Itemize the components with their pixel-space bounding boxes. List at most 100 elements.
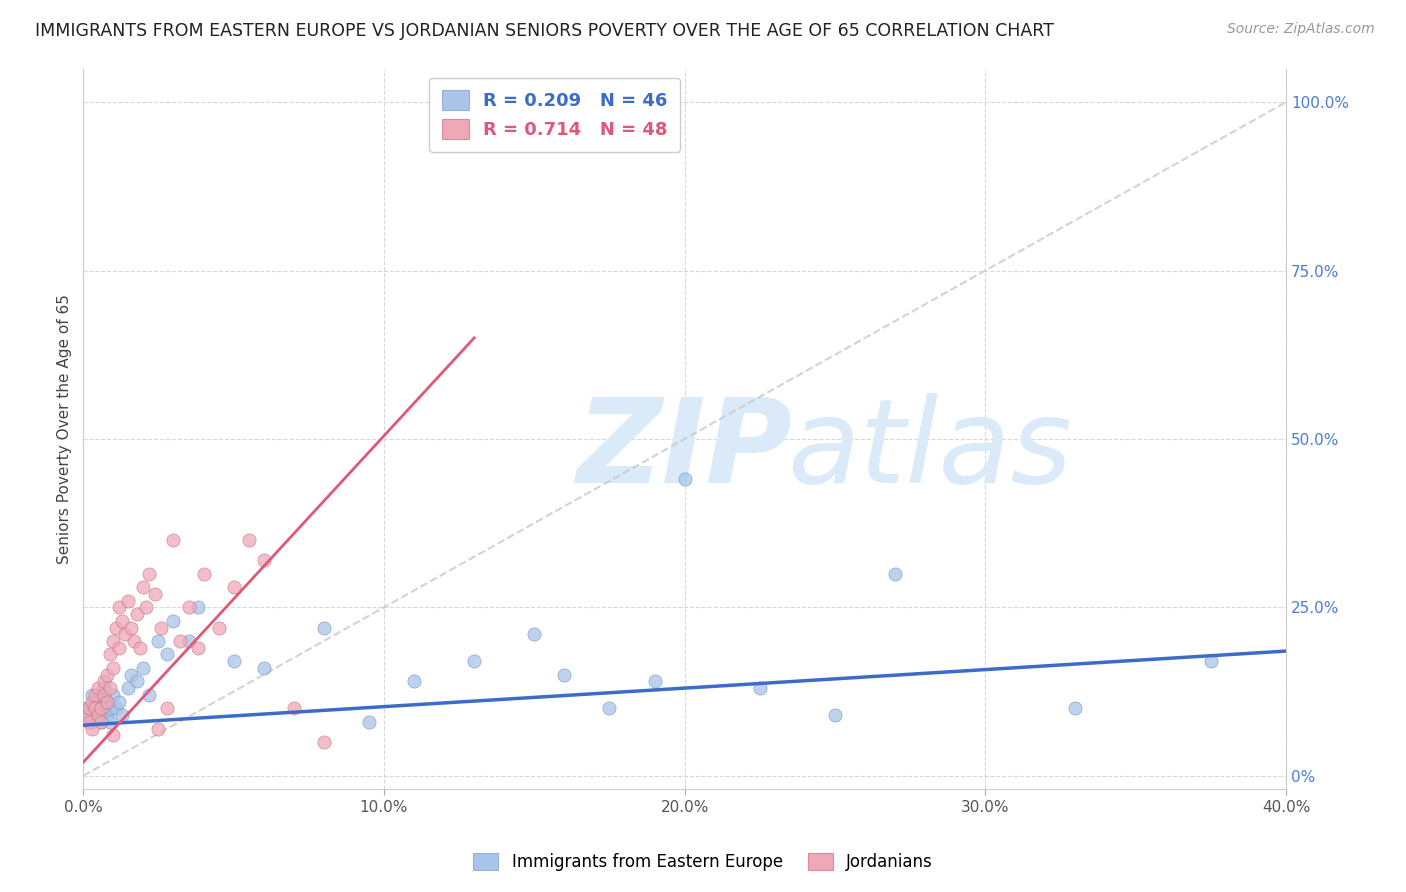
Point xyxy=(138,688,160,702)
Point xyxy=(75,708,97,723)
Point xyxy=(553,667,575,681)
Point xyxy=(283,701,305,715)
Point xyxy=(87,681,110,695)
Point xyxy=(108,600,131,615)
Point xyxy=(84,701,107,715)
Point xyxy=(162,614,184,628)
Point xyxy=(84,701,107,715)
Text: ZIP: ZIP xyxy=(576,393,793,508)
Point xyxy=(87,708,110,723)
Point xyxy=(82,695,104,709)
Point xyxy=(129,640,152,655)
Point xyxy=(90,695,112,709)
Point xyxy=(673,472,696,486)
Point xyxy=(117,593,139,607)
Point xyxy=(884,566,907,581)
Point xyxy=(463,654,485,668)
Point xyxy=(148,722,170,736)
Point xyxy=(84,695,107,709)
Point xyxy=(82,722,104,736)
Point xyxy=(253,553,276,567)
Point xyxy=(84,688,107,702)
Point xyxy=(357,714,380,729)
Point xyxy=(1199,654,1222,668)
Point xyxy=(523,627,546,641)
Point xyxy=(82,688,104,702)
Point xyxy=(98,648,121,662)
Point xyxy=(156,701,179,715)
Point xyxy=(87,708,110,723)
Point xyxy=(253,661,276,675)
Point xyxy=(90,701,112,715)
Text: Source: ZipAtlas.com: Source: ZipAtlas.com xyxy=(1227,22,1375,37)
Point xyxy=(132,661,155,675)
Point xyxy=(98,714,121,729)
Point xyxy=(105,701,128,715)
Point xyxy=(111,614,134,628)
Text: IMMIGRANTS FROM EASTERN EUROPE VS JORDANIAN SENIORS POVERTY OVER THE AGE OF 65 C: IMMIGRANTS FROM EASTERN EUROPE VS JORDAN… xyxy=(35,22,1054,40)
Point xyxy=(138,566,160,581)
Legend: R = 0.209   N = 46, R = 0.714   N = 48: R = 0.209 N = 46, R = 0.714 N = 48 xyxy=(429,78,681,152)
Point xyxy=(90,714,112,729)
Text: atlas: atlas xyxy=(787,393,1071,508)
Point xyxy=(207,620,229,634)
Point xyxy=(117,681,139,695)
Point xyxy=(193,566,215,581)
Point xyxy=(120,620,142,634)
Point xyxy=(598,701,620,715)
Point xyxy=(79,708,101,723)
Point xyxy=(135,600,157,615)
Point xyxy=(111,708,134,723)
Point xyxy=(120,667,142,681)
Point xyxy=(93,681,115,695)
Point xyxy=(162,533,184,547)
Point xyxy=(103,634,125,648)
Point xyxy=(93,701,115,715)
Point xyxy=(177,634,200,648)
Point xyxy=(145,587,167,601)
Point xyxy=(824,708,846,723)
Point xyxy=(177,600,200,615)
Point xyxy=(156,648,179,662)
Point xyxy=(402,674,425,689)
Point xyxy=(312,620,335,634)
Point xyxy=(96,708,118,723)
Point xyxy=(105,620,128,634)
Point xyxy=(222,580,245,594)
Point xyxy=(238,533,260,547)
Point xyxy=(82,714,104,729)
Point xyxy=(93,688,115,702)
Point xyxy=(127,674,149,689)
Point xyxy=(1064,701,1087,715)
Point xyxy=(90,714,112,729)
Point xyxy=(103,688,125,702)
Point xyxy=(103,728,125,742)
Point xyxy=(132,580,155,594)
Point xyxy=(108,695,131,709)
Point xyxy=(114,627,136,641)
Point xyxy=(748,681,770,695)
Legend: Immigrants from Eastern Europe, Jordanians: Immigrants from Eastern Europe, Jordania… xyxy=(465,845,941,880)
Point xyxy=(222,654,245,668)
Point xyxy=(312,735,335,749)
Point xyxy=(98,701,121,715)
Y-axis label: Seniors Poverty Over the Age of 65: Seniors Poverty Over the Age of 65 xyxy=(58,293,72,564)
Point xyxy=(187,600,209,615)
Point xyxy=(96,695,118,709)
Point xyxy=(187,640,209,655)
Point xyxy=(127,607,149,621)
Point xyxy=(79,701,101,715)
Point xyxy=(79,714,101,729)
Point xyxy=(644,674,666,689)
Point xyxy=(96,667,118,681)
Point xyxy=(96,695,118,709)
Point xyxy=(87,688,110,702)
Point xyxy=(98,681,121,695)
Point xyxy=(169,634,191,648)
Point xyxy=(75,701,97,715)
Point xyxy=(150,620,173,634)
Point xyxy=(108,640,131,655)
Point xyxy=(93,674,115,689)
Point xyxy=(148,634,170,648)
Point xyxy=(124,634,146,648)
